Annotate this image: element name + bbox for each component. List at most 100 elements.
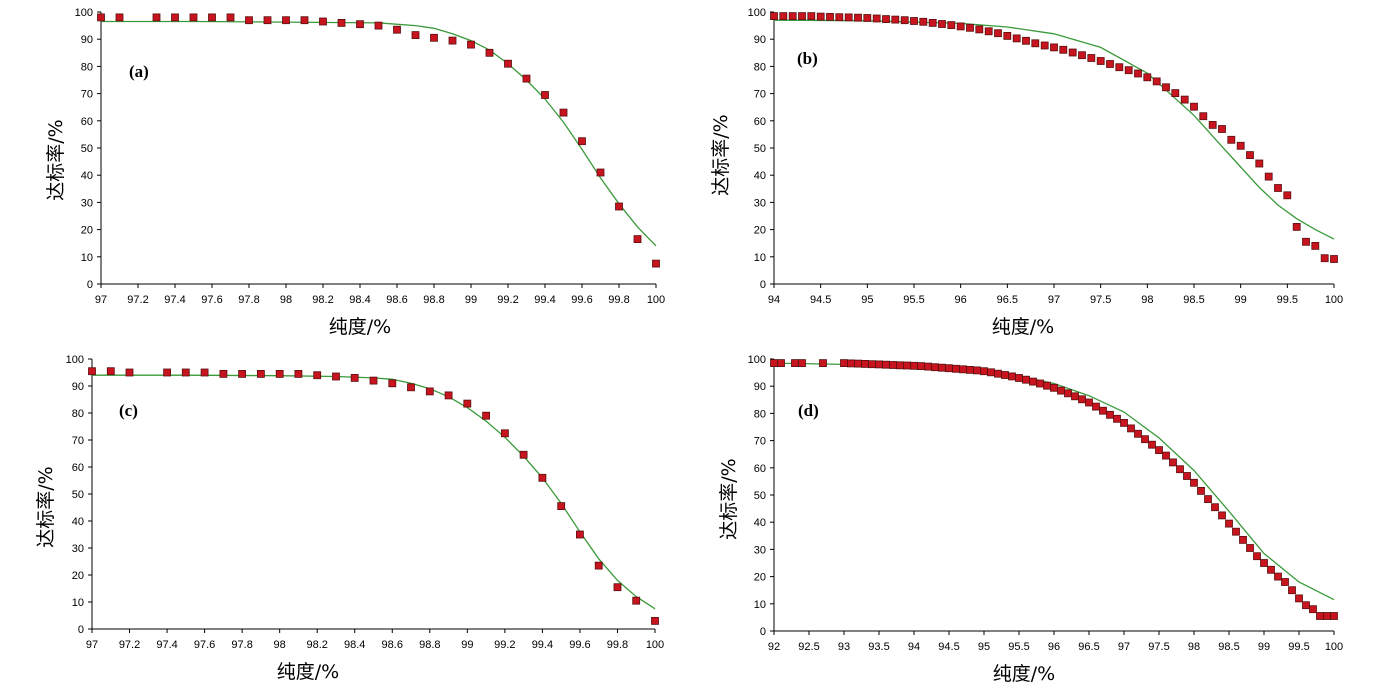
data-point-c: [557, 502, 566, 511]
panel-label-b: (b): [797, 49, 818, 68]
data-point-d: [1330, 612, 1338, 620]
data-point-a: [411, 31, 420, 40]
data-point-d: [1141, 435, 1149, 444]
data-point-d: [1092, 402, 1100, 411]
y-tick-label-d: 0: [760, 626, 766, 638]
data-point-d: [777, 359, 785, 368]
data-point-c: [88, 367, 96, 376]
y-tick-label-a: 100: [75, 7, 93, 19]
y-axis-title-c: 达标率/%: [35, 466, 57, 547]
data-point-b: [807, 12, 816, 21]
data-point-b: [1040, 41, 1049, 50]
data-point-d: [840, 359, 848, 368]
data-point-d: [952, 364, 960, 373]
x-tick-label-c: 98.8: [419, 639, 440, 651]
x-tick-label-c: 99.8: [607, 639, 628, 651]
data-point-b: [1190, 102, 1198, 111]
data-point-d: [1029, 377, 1037, 386]
x-tick-label-d: 100: [1325, 641, 1343, 653]
y-tick-label-d: 50: [754, 490, 766, 502]
data-point-d: [1148, 440, 1156, 449]
x-tick-label-c: 98.2: [306, 639, 327, 651]
x-tick-label-d: 96: [1048, 641, 1060, 653]
data-point-d: [1043, 381, 1051, 390]
data-point-c: [651, 616, 659, 625]
x-axis-title-d: 纯度/%: [993, 663, 1055, 685]
data-point-d: [903, 361, 911, 370]
fit-curve-c: [92, 374, 656, 610]
data-point-b: [919, 17, 928, 26]
x-tick-label-c: 97.6: [194, 639, 215, 651]
data-point-d: [1239, 535, 1247, 544]
data-point-c: [576, 530, 584, 539]
y-tick-label-c: 80: [72, 408, 84, 420]
x-tick-label-d: 97.5: [1148, 641, 1169, 653]
data-point-d: [1218, 511, 1226, 520]
data-point-d: [959, 365, 967, 374]
y-tick-label-d: 100: [748, 354, 766, 366]
data-point-a: [393, 25, 401, 34]
data-point-b: [1330, 255, 1338, 263]
data-point-c: [181, 368, 190, 377]
data-point-a: [189, 13, 198, 22]
data-point-b: [1022, 36, 1030, 45]
y-tick-label-b: 10: [754, 252, 766, 264]
data-point-b: [1059, 45, 1068, 54]
x-tick-label-a: 99.8: [608, 294, 629, 306]
data-point-d: [924, 362, 932, 371]
data-point-b: [994, 29, 1002, 38]
data-point-a: [208, 13, 216, 22]
x-tick-label-a: 99.4: [534, 294, 555, 306]
data-point-c: [407, 383, 415, 392]
y-tick-label-a: 30: [81, 197, 93, 209]
data-point-c: [200, 368, 209, 377]
data-point-a: [596, 168, 605, 177]
data-point-c: [613, 583, 622, 592]
data-point-d: [1295, 594, 1303, 603]
data-point-c: [256, 369, 265, 378]
x-tick-label-a: 99.2: [497, 294, 518, 306]
data-point-a: [356, 20, 364, 29]
data-point-d: [1225, 519, 1233, 528]
data-point-d: [798, 359, 806, 368]
data-point-d: [896, 361, 904, 370]
data-point-a: [615, 202, 623, 211]
data-point-b: [1208, 121, 1217, 129]
data-point-b: [1143, 73, 1152, 82]
data-point-d: [861, 359, 869, 368]
data-point-b: [1134, 69, 1142, 78]
data-point-d: [770, 359, 778, 368]
data-point-b: [910, 17, 918, 25]
data-point-c: [369, 376, 378, 385]
data-point-d: [1120, 419, 1128, 427]
x-tick-label-b: 99: [1235, 294, 1247, 306]
data-point-d: [819, 359, 827, 368]
fit-curve-d: [773, 362, 1335, 601]
data-point-c: [594, 561, 603, 570]
x-tick-label-c: 98: [274, 639, 286, 651]
y-tick-label-a: 60: [81, 116, 93, 128]
chart-d: 0 10 20 30 40 50 60 70 80 90 100 92 92.5 93 93.5 94 94.5…: [718, 354, 1343, 685]
chart-panel-d: 0 10 20 30 40 50 60 70 80 90 100 92 92.5 93 93.5 94 94.5…: [690, 347, 1381, 694]
data-point-a: [263, 16, 272, 25]
x-tick-label-d: 98: [1188, 641, 1200, 653]
data-point-a: [115, 13, 124, 22]
data-point-a: [633, 235, 642, 244]
x-tick-label-d: 99.5: [1288, 641, 1309, 653]
data-point-b: [844, 13, 853, 22]
y-tick-label-d: 10: [754, 599, 766, 611]
data-point-a: [337, 18, 346, 27]
x-tick-label-d: 92.5: [798, 641, 819, 653]
data-point-d: [1204, 495, 1212, 504]
x-tick-label-a: 98: [280, 294, 292, 306]
data-point-b: [1255, 159, 1264, 168]
y-tick-label-c: 20: [72, 570, 84, 582]
y-axis-title-b: 达标率/%: [710, 114, 732, 195]
data-point-d: [875, 360, 883, 369]
data-point-a: [430, 33, 438, 42]
y-tick-label-a: 70: [81, 89, 93, 101]
data-point-d: [1302, 601, 1310, 610]
data-point-d: [1183, 472, 1191, 480]
y-tick-label-b: 80: [754, 61, 766, 73]
x-tick-label-d: 92: [768, 641, 780, 653]
